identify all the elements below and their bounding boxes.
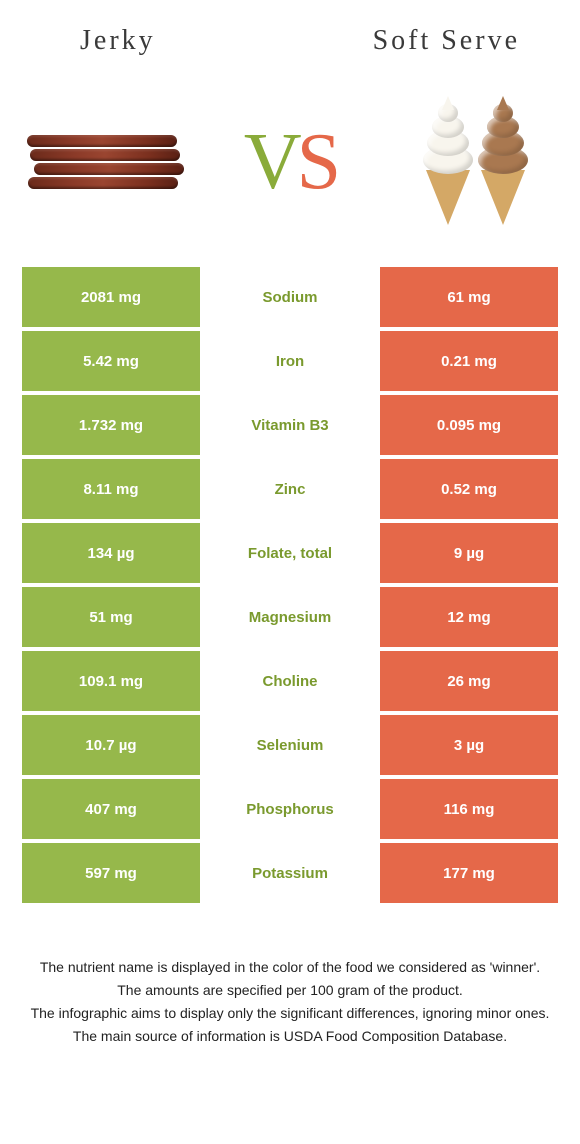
left-value: 51 mg: [22, 587, 200, 647]
right-value: 12 mg: [380, 587, 558, 647]
right-value: 26 mg: [380, 651, 558, 711]
nutrient-label: Iron: [200, 331, 380, 391]
soft-serve-image: [400, 102, 550, 222]
left-value: 134 µg: [22, 523, 200, 583]
left-value: 5.42 mg: [22, 331, 200, 391]
table-row: 5.42 mgIron0.21 mg: [22, 331, 558, 391]
nutrient-label: Phosphorus: [200, 779, 380, 839]
nutrient-label: Magnesium: [200, 587, 380, 647]
jerky-image: [30, 102, 180, 222]
right-value: 3 µg: [380, 715, 558, 775]
left-value: 8.11 mg: [22, 459, 200, 519]
table-row: 8.11 mgZinc0.52 mg: [22, 459, 558, 519]
left-value: 109.1 mg: [22, 651, 200, 711]
vs-label: VS: [244, 117, 336, 208]
left-value: 597 mg: [22, 843, 200, 903]
images-row: VS: [0, 67, 580, 267]
footer-notes: The nutrient name is displayed in the co…: [0, 907, 580, 1047]
nutrient-label: Choline: [200, 651, 380, 711]
table-row: 134 µgFolate, total9 µg: [22, 523, 558, 583]
right-value: 116 mg: [380, 779, 558, 839]
table-row: 51 mgMagnesium12 mg: [22, 587, 558, 647]
nutrient-label: Folate, total: [200, 523, 380, 583]
nutrient-label: Selenium: [200, 715, 380, 775]
title-right: Soft Serve: [300, 25, 530, 57]
right-value: 0.52 mg: [380, 459, 558, 519]
table-row: 407 mgPhosphorus116 mg: [22, 779, 558, 839]
right-value: 0.095 mg: [380, 395, 558, 455]
right-value: 61 mg: [380, 267, 558, 327]
title-left: Jerky: [50, 25, 300, 57]
nutrient-label: Sodium: [200, 267, 380, 327]
nutrient-label: Potassium: [200, 843, 380, 903]
right-value: 177 mg: [380, 843, 558, 903]
footer-line: The main source of information is USDA F…: [30, 1026, 550, 1047]
comparison-table: 2081 mgSodium61 mg5.42 mgIron0.21 mg1.73…: [0, 267, 580, 903]
left-value: 407 mg: [22, 779, 200, 839]
left-value: 10.7 µg: [22, 715, 200, 775]
nutrient-label: Vitamin B3: [200, 395, 380, 455]
header: Jerky Soft Serve: [0, 0, 580, 67]
table-row: 1.732 mgVitamin B30.095 mg: [22, 395, 558, 455]
nutrient-label: Zinc: [200, 459, 380, 519]
table-row: 597 mgPotassium177 mg: [22, 843, 558, 903]
left-value: 2081 mg: [22, 267, 200, 327]
footer-line: The nutrient name is displayed in the co…: [30, 957, 550, 978]
right-value: 0.21 mg: [380, 331, 558, 391]
table-row: 10.7 µgSelenium3 µg: [22, 715, 558, 775]
left-value: 1.732 mg: [22, 395, 200, 455]
table-row: 2081 mgSodium61 mg: [22, 267, 558, 327]
table-row: 109.1 mgCholine26 mg: [22, 651, 558, 711]
footer-line: The amounts are specified per 100 gram o…: [30, 980, 550, 1001]
footer-line: The infographic aims to display only the…: [30, 1003, 550, 1024]
right-value: 9 µg: [380, 523, 558, 583]
